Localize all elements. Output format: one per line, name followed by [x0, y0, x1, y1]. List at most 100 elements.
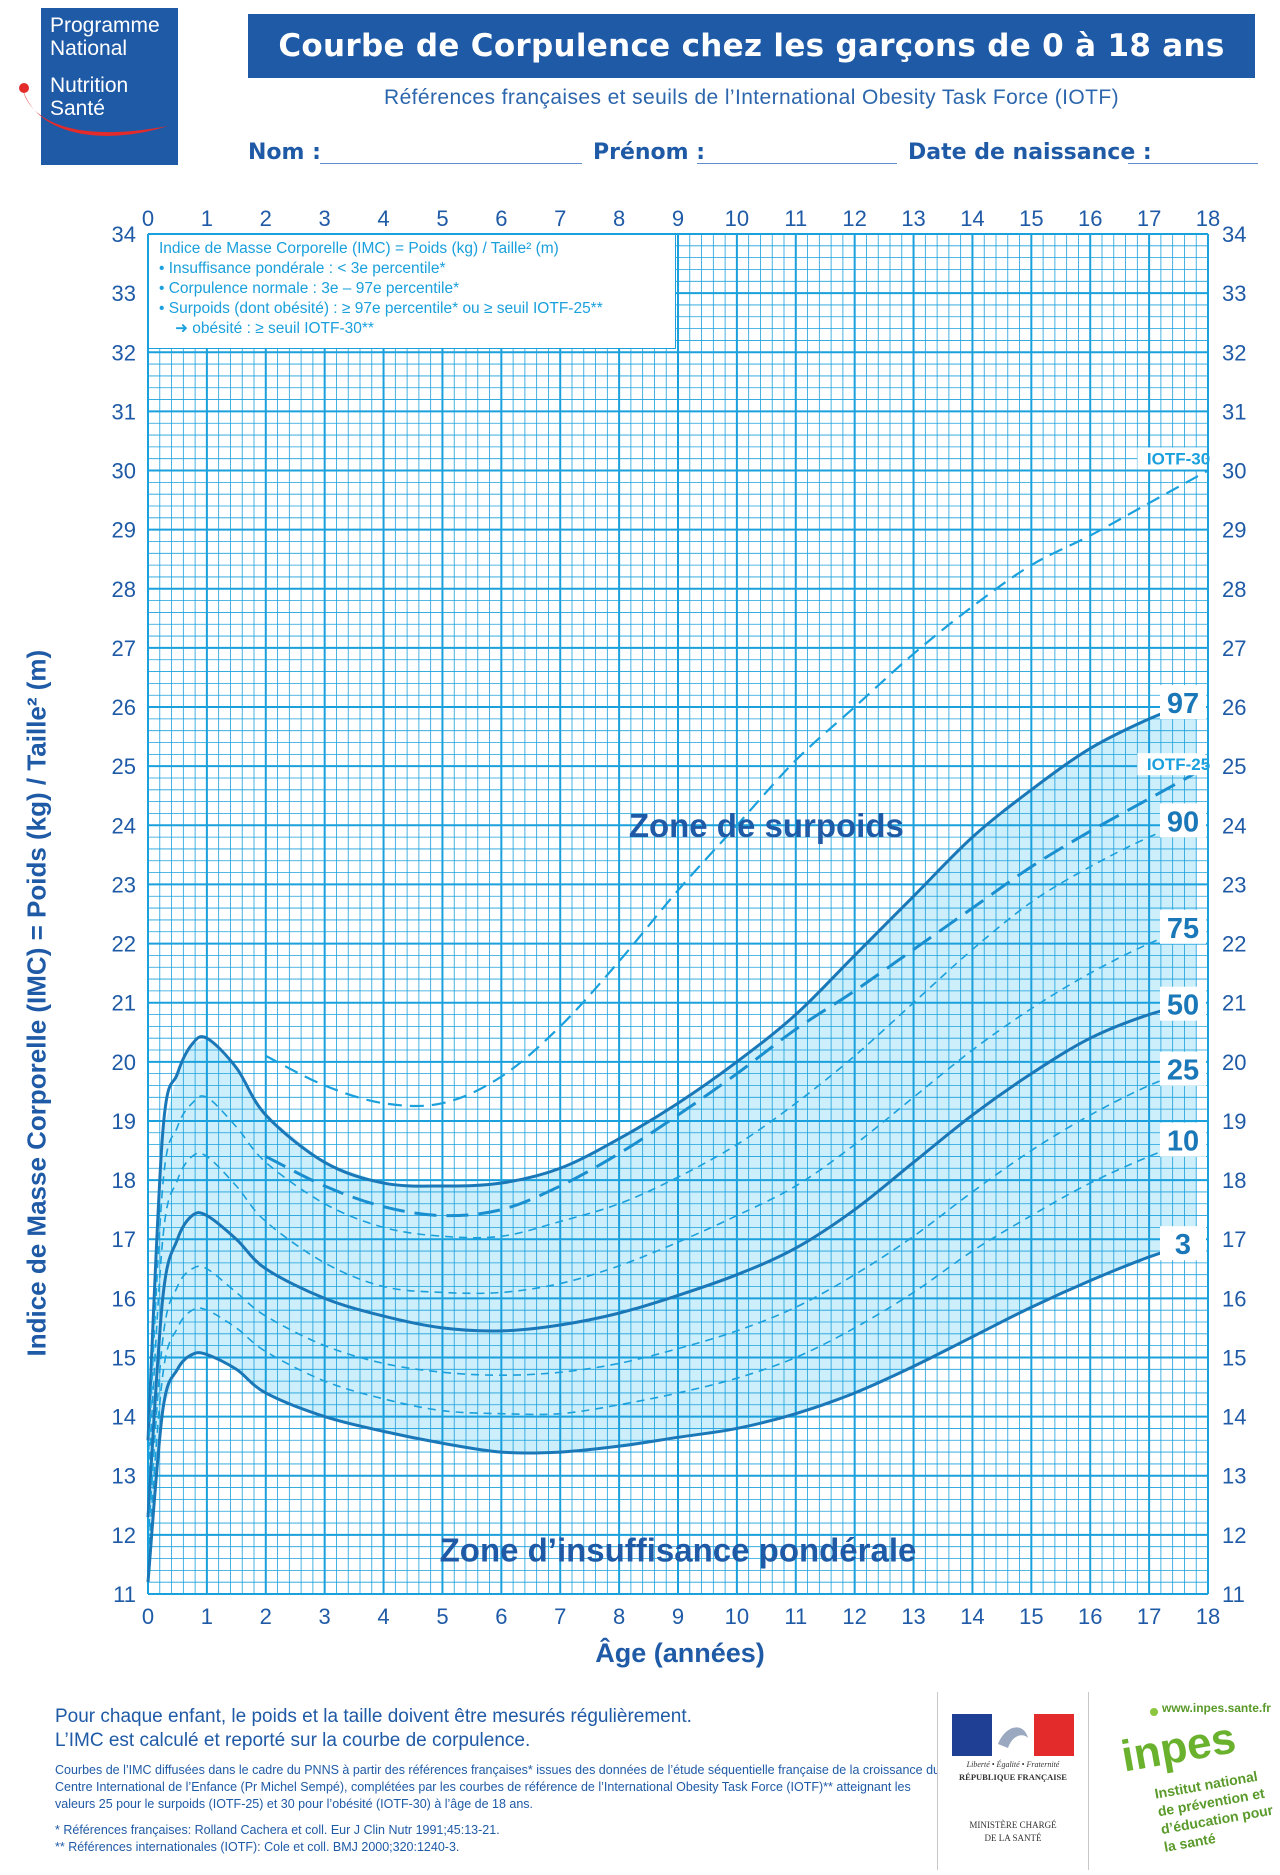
x-tick-label: 5 — [436, 206, 448, 231]
y-tick-label: 28 — [112, 577, 136, 602]
name-field[interactable] — [320, 163, 582, 164]
y-tick-label: 18 — [1222, 1168, 1246, 1193]
y-tick-label: 14 — [112, 1405, 136, 1430]
x-tick-label: 13 — [901, 206, 925, 231]
x-tick-label: 8 — [613, 1604, 625, 1629]
page-title: Courbe de Corpulence chez les garçons de… — [248, 14, 1255, 78]
y-tick-label: 17 — [1222, 1227, 1246, 1252]
x-tick-label: 18 — [1196, 1604, 1220, 1629]
y-tick-label: 34 — [112, 222, 136, 247]
x-tick-label: 15 — [1019, 206, 1043, 231]
rf-name: RÉPUBLIQUE FRANÇAISE — [959, 1772, 1067, 1782]
y-tick-label: 19 — [112, 1109, 136, 1134]
y-tick-label: 31 — [1222, 399, 1246, 424]
firstname-label: Prénom : — [593, 140, 706, 165]
x-tick-label: 14 — [960, 1604, 984, 1629]
y-tick-label: 30 — [112, 459, 136, 484]
y-tick-label: 14 — [1222, 1405, 1246, 1430]
x-tick-label: 5 — [436, 1604, 448, 1629]
y-tick-label: 18 — [112, 1168, 136, 1193]
y-tick-label: 24 — [1222, 813, 1246, 838]
label-iotf-25: IOTF-25 — [1147, 755, 1210, 774]
logo-text-1: Programme — [50, 14, 160, 37]
logo-text-3: Nutrition — [50, 74, 128, 97]
y-tick-label: 32 — [1222, 340, 1246, 365]
x-tick-label: 0 — [142, 206, 154, 231]
curve-50 — [146, 1001, 1197, 1518]
x-axis-title: Âge (années) — [595, 1638, 765, 1668]
x-tick-label: 15 — [1019, 1604, 1043, 1629]
y-tick-label: 19 — [1222, 1109, 1246, 1134]
curve-iotf-30 — [265, 469, 1209, 1108]
y-axis-title: Indice de Masse Corporelle (IMC) = Poids… — [21, 649, 52, 1357]
y-tick-label: 24 — [112, 813, 136, 838]
label-p90: 90 — [1167, 806, 1199, 838]
footer-main: Pour chaque enfant, le poids et la taill… — [55, 1705, 935, 1753]
x-tick-label: 4 — [377, 206, 389, 231]
page-subtitle: Références françaises et seuils de l’Int… — [384, 86, 1119, 109]
curve-97 — [146, 699, 1197, 1441]
x-tick-label: 0 — [142, 1604, 154, 1629]
y-tick-label: 26 — [112, 695, 136, 720]
y-tick-label: 33 — [1222, 281, 1246, 306]
label-bg — [1137, 753, 1206, 776]
footer-line-2: L’IMC est calculé et reporté sur la cour… — [55, 1730, 531, 1751]
y-tick-label: 12 — [112, 1523, 136, 1548]
y-tick-label: 12 — [1222, 1523, 1246, 1548]
y-tick-label: 29 — [112, 518, 136, 543]
inpes-logo: www.inpes.sante.fr inpes Institut nation… — [1118, 1701, 1275, 1855]
x-tick-label: 13 — [901, 1604, 925, 1629]
y-tick-label: 33 — [112, 281, 136, 306]
y-tick-label: 15 — [112, 1345, 136, 1370]
y-tick-label: 17 — [112, 1227, 136, 1252]
x-tick-label: 7 — [554, 1604, 566, 1629]
rf-motto: Liberté • Égalité • Fraternité — [966, 1760, 1060, 1769]
legend-title: Indice de Masse Corporelle (IMC) = Poids… — [159, 240, 559, 257]
inpes-url: www.inpes.sante.fr — [1161, 1701, 1271, 1715]
x-tick-label: 12 — [842, 1604, 866, 1629]
bmi-chart: 0011223344556677889910101111121213131414… — [112, 206, 1247, 1629]
y-tick-label: 34 — [1222, 222, 1246, 247]
label-bg — [1160, 685, 1206, 720]
y-tick-label: 27 — [1222, 636, 1246, 661]
y-tick-label: 13 — [112, 1464, 136, 1489]
legend-item: • Corpulence normale : 3e – 97e percenti… — [159, 280, 460, 297]
label-p10: 10 — [1167, 1126, 1199, 1158]
y-tick-label: 15 — [1222, 1345, 1246, 1370]
x-tick-label: 17 — [1137, 1604, 1161, 1629]
label-p3: 3 — [1175, 1229, 1191, 1261]
label-bg — [1160, 1122, 1206, 1157]
x-tick-label: 12 — [842, 206, 866, 231]
legend-item: ➜ obésité : ≥ seuil IOTF-30** — [175, 320, 374, 337]
label-bg — [1160, 1051, 1206, 1086]
x-tick-label: 6 — [495, 1604, 507, 1629]
zone-underweight-label: Zone d’insuffisance pondérale — [440, 1531, 917, 1568]
identity-form: Nom : Prénom : Date de naissance : — [248, 140, 1258, 174]
curve-75 — [147, 925, 1197, 1488]
x-tick-label: 11 — [784, 206, 807, 231]
label-bg — [1160, 803, 1206, 838]
birthdate-field[interactable] — [1128, 163, 1258, 164]
x-tick-label: 9 — [672, 1604, 684, 1629]
label-bg — [1160, 1226, 1206, 1261]
reference-1: * Références françaises: Rolland Cachera… — [55, 1823, 500, 1837]
y-tick-label: 23 — [1222, 872, 1246, 897]
footer-note: Courbes de l’IMC diffusées dans le cadre… — [55, 1763, 940, 1811]
x-tick-label: 2 — [260, 1604, 272, 1629]
y-tick-label: 25 — [1222, 754, 1246, 779]
legend-item: • Surpoids (dont obésité) : ≥ 97e percen… — [159, 300, 603, 317]
y-tick-label: 29 — [1222, 518, 1246, 543]
curves — [146, 469, 1209, 1583]
y-tick-label: 16 — [112, 1286, 136, 1311]
label-iotf-30: IOTF-30 — [1147, 450, 1210, 469]
y-tick-label: 16 — [1222, 1286, 1246, 1311]
x-tick-label: 14 — [960, 206, 984, 231]
y-tick-label: 13 — [1222, 1464, 1246, 1489]
x-tick-label: 18 — [1196, 206, 1220, 231]
birthdate-label: Date de naissance : — [908, 140, 1152, 165]
firstname-field[interactable] — [697, 163, 897, 164]
x-tick-label: 7 — [554, 206, 566, 231]
x-tick-label: 6 — [495, 206, 507, 231]
footer-line-1: Pour chaque enfant, le poids et la taill… — [55, 1706, 692, 1727]
x-tick-label: 3 — [319, 1604, 331, 1629]
